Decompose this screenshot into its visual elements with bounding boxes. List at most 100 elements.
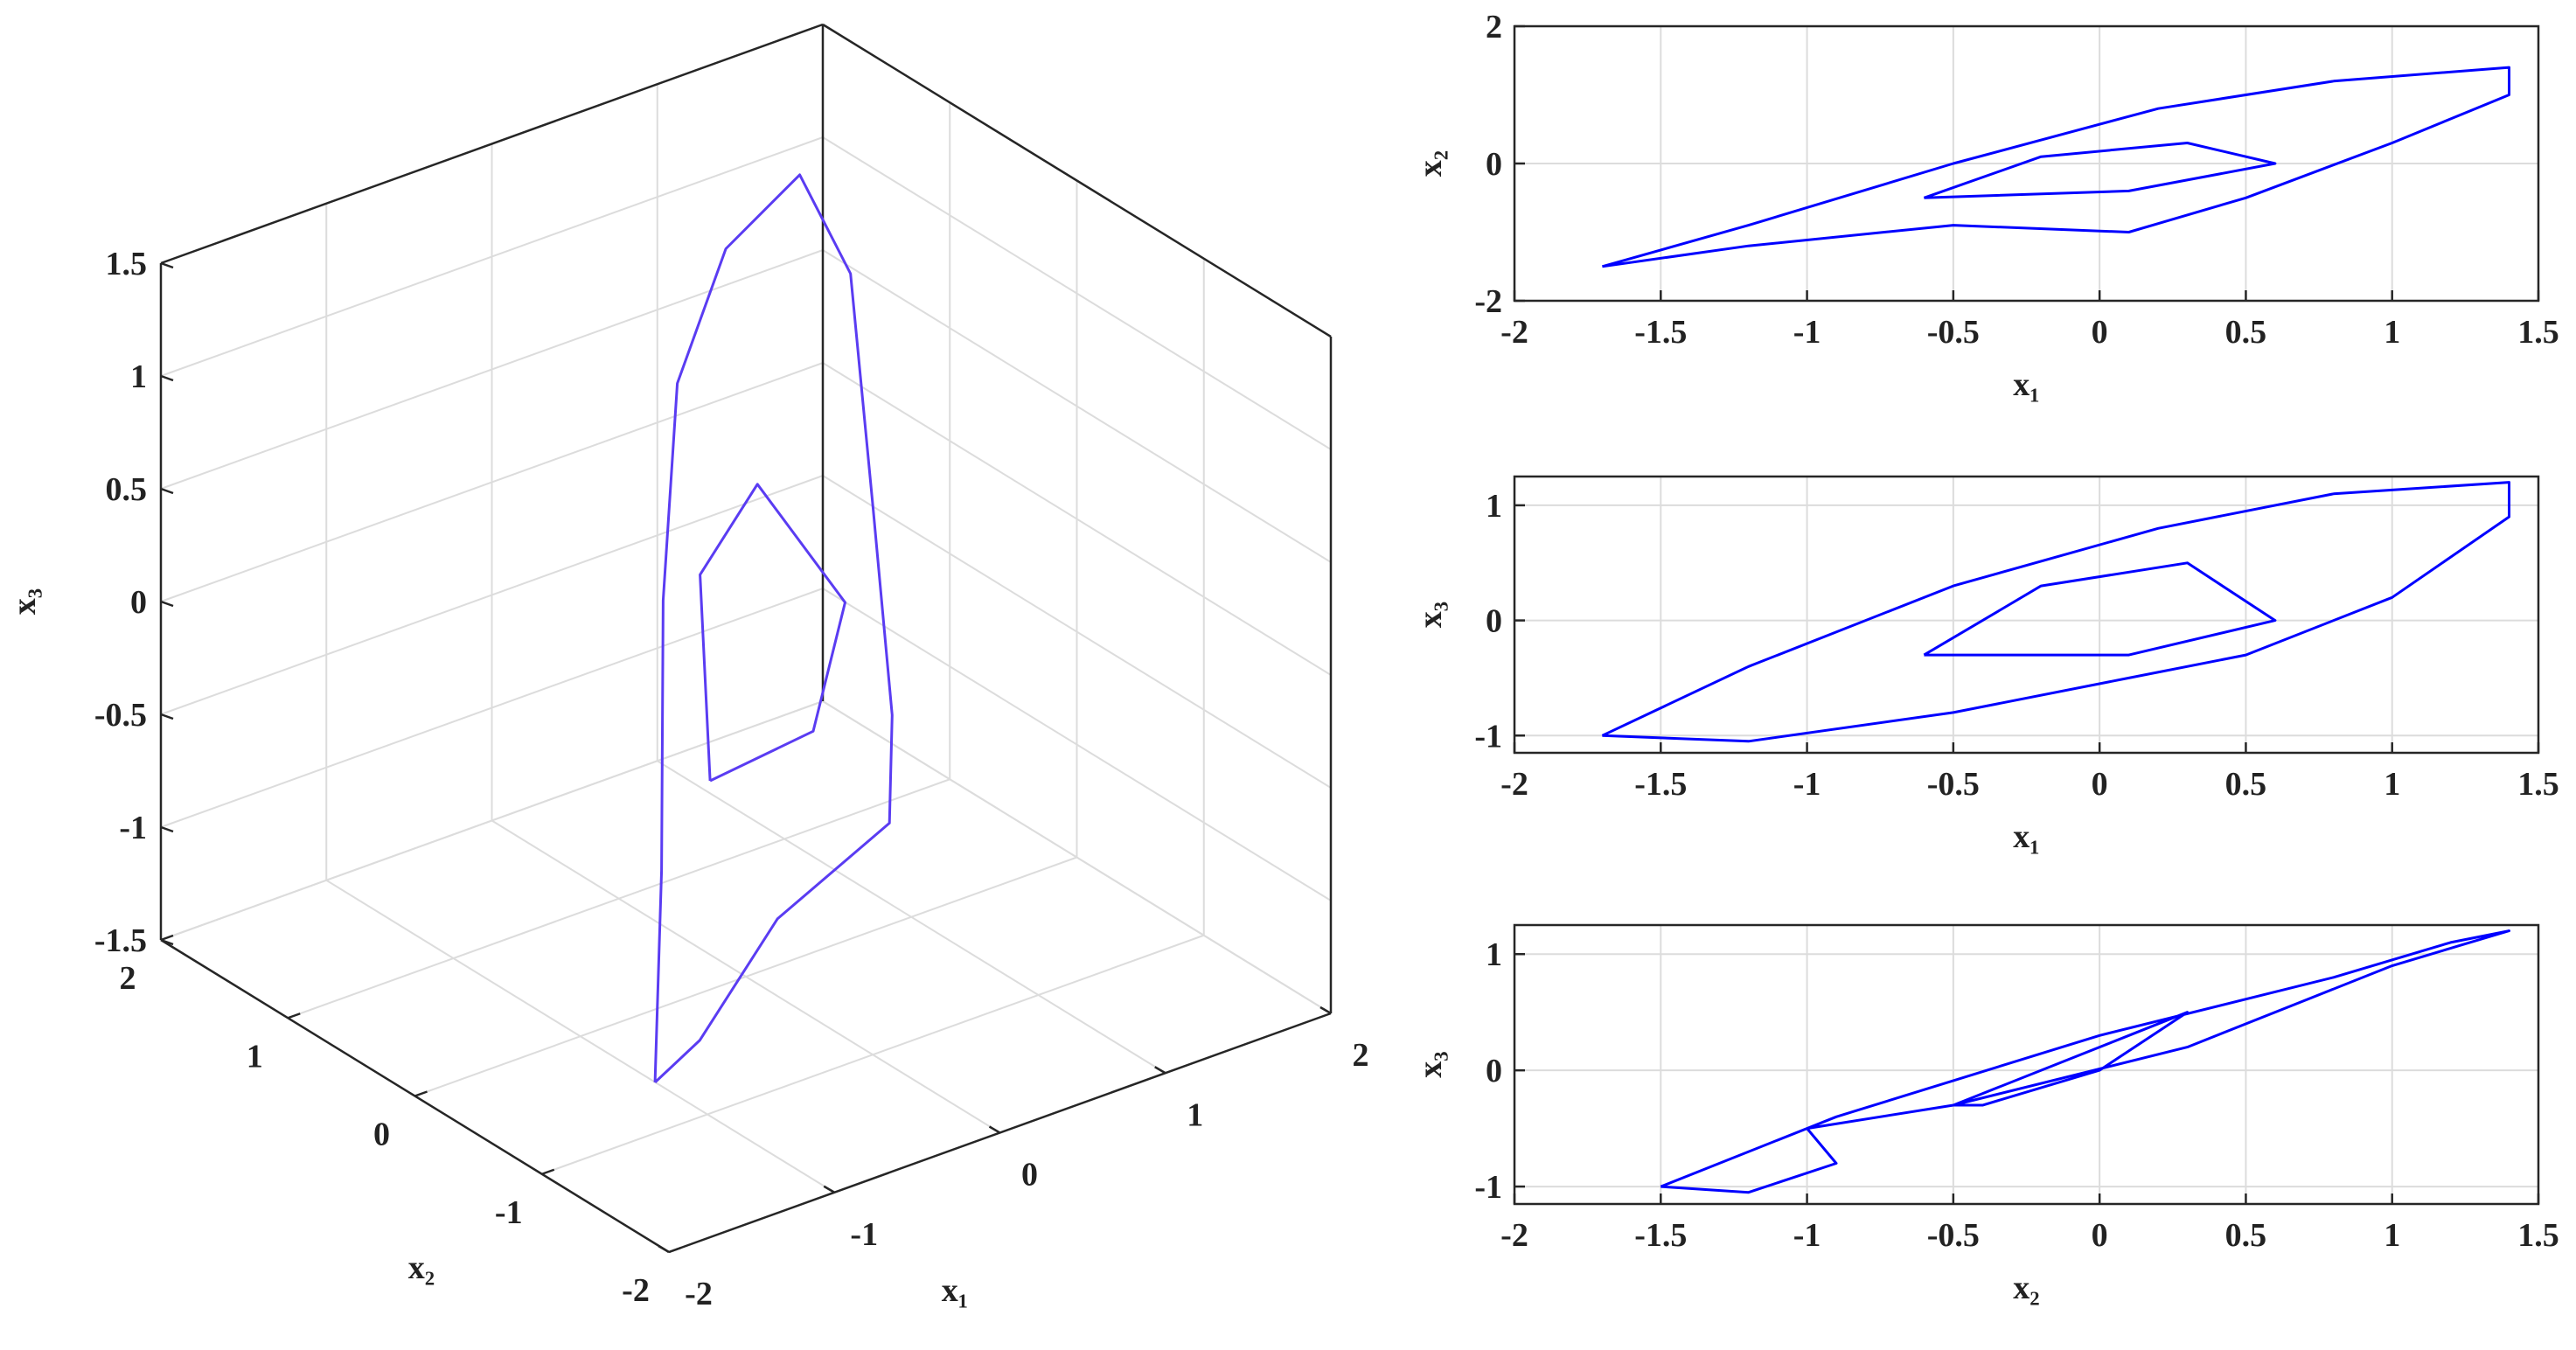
axes-box bbox=[1513, 923, 2540, 1206]
grid-line bbox=[541, 934, 1205, 1175]
grid-line bbox=[160, 362, 824, 602]
z-tick-label: 1 bbox=[130, 358, 147, 395]
x-tick-label: 2 bbox=[1353, 1037, 1369, 1074]
x-tick-label: -0.5 bbox=[1927, 1217, 1980, 1254]
y-tick-label: -1 bbox=[1474, 718, 1502, 755]
axes-box bbox=[1513, 475, 2540, 755]
tick-mark bbox=[988, 1125, 1001, 1134]
tick-mark bbox=[160, 374, 174, 382]
tick-mark bbox=[160, 261, 174, 269]
z-tick-label: 0.5 bbox=[106, 471, 148, 508]
y-axis-label: x₂ bbox=[408, 1249, 435, 1286]
z-axis-label: x₃ bbox=[6, 588, 43, 615]
tick-mark bbox=[1319, 1006, 1332, 1015]
x-tick-label: -1 bbox=[1793, 314, 1821, 351]
y-tick-label: -2 bbox=[622, 1272, 650, 1309]
x-tick-label: 0 bbox=[1021, 1157, 1038, 1193]
x-tick-label: 1.5 bbox=[2517, 766, 2559, 803]
x-tick-label: 1.5 bbox=[2517, 314, 2559, 351]
tick-mark bbox=[160, 938, 174, 946]
x-tick-label: -2 bbox=[1500, 314, 1528, 351]
grid-line bbox=[822, 475, 1332, 789]
x-tick-label: 0 bbox=[2092, 1217, 2108, 1254]
x-tick-label: -1 bbox=[850, 1216, 878, 1253]
y-axis-label: x₃ bbox=[1412, 1051, 1449, 1077]
x-axis-label: x₂ bbox=[2013, 1270, 2039, 1306]
axes-box bbox=[1513, 24, 2540, 303]
tick-mark bbox=[160, 600, 174, 608]
grid-line bbox=[822, 700, 1332, 1014]
trajectory bbox=[1601, 66, 2510, 268]
grid-line bbox=[287, 778, 950, 1019]
tick-mark bbox=[414, 1090, 428, 1097]
x-axis-label: x₁ bbox=[2013, 818, 2039, 855]
x-tick-label: 1 bbox=[2384, 314, 2400, 351]
x-tick-label: 1 bbox=[2384, 766, 2400, 803]
tick-mark bbox=[287, 1012, 301, 1019]
y-tick-label: 0 bbox=[373, 1117, 390, 1153]
y-tick-label: 1 bbox=[247, 1038, 263, 1075]
y-tick-label: 0 bbox=[1486, 1053, 1502, 1089]
y-axis-label: x₂ bbox=[1412, 150, 1449, 177]
grid-line bbox=[414, 856, 1077, 1097]
x-tick-label: -1.5 bbox=[1634, 1217, 1687, 1254]
grid-line bbox=[822, 362, 1332, 676]
tick-mark bbox=[1154, 1066, 1166, 1075]
y-tick-label: 1 bbox=[1486, 936, 1502, 973]
y-tick-label: 0 bbox=[1486, 603, 1502, 640]
x-tick-label: -0.5 bbox=[1927, 766, 1980, 803]
grid-line bbox=[822, 249, 1332, 563]
x-tick-label: 0.5 bbox=[2225, 766, 2267, 803]
grid-line bbox=[160, 136, 824, 377]
x-tick-label: -1 bbox=[1793, 1217, 1821, 1254]
z-tick-label: 1.5 bbox=[106, 246, 148, 282]
y-tick-label: -2 bbox=[1474, 283, 1502, 320]
z-tick-label: -1.5 bbox=[94, 922, 147, 959]
x-tick-label: 0 bbox=[2092, 314, 2108, 351]
grid-line bbox=[160, 588, 824, 828]
y-axis-label: x₃ bbox=[1412, 602, 1449, 628]
x-tick-label: -1.5 bbox=[1634, 766, 1687, 803]
x-tick-label: 1 bbox=[1187, 1096, 1203, 1133]
y-tick-label: 0 bbox=[1486, 146, 1502, 183]
trajectory bbox=[653, 173, 894, 1083]
grid-line bbox=[160, 249, 824, 490]
x-tick-label: -1 bbox=[1793, 766, 1821, 803]
y-tick-label: -1 bbox=[1474, 1169, 1502, 1206]
tick-mark bbox=[668, 1246, 682, 1254]
tick-mark bbox=[658, 1244, 670, 1254]
tick-mark bbox=[160, 487, 174, 495]
x-tick-label: 1.5 bbox=[2517, 1217, 2559, 1254]
grid-line bbox=[160, 475, 824, 715]
grid-line bbox=[160, 700, 824, 941]
axis-line bbox=[822, 23, 1332, 338]
x-tick-label: 0 bbox=[2092, 766, 2108, 803]
y-tick-label: 2 bbox=[1486, 9, 1502, 45]
y-tick-label: 1 bbox=[1486, 488, 1502, 525]
x-tick-label: 0.5 bbox=[2225, 314, 2267, 351]
y-tick-label: 2 bbox=[120, 960, 136, 997]
tick-mark bbox=[823, 1185, 835, 1193]
x-tick-label: 0.5 bbox=[2225, 1217, 2267, 1254]
tick-mark bbox=[541, 1168, 555, 1175]
x-axis-label: x₁ bbox=[2013, 366, 2039, 403]
grid-line bbox=[822, 588, 1332, 901]
axis-line bbox=[160, 23, 824, 265]
y-tick-label: -1 bbox=[495, 1194, 523, 1231]
z-tick-label: 0 bbox=[130, 584, 147, 621]
x-tick-label: -0.5 bbox=[1927, 314, 1980, 351]
z-tick-label: -0.5 bbox=[94, 697, 147, 734]
x-tick-label: -2 bbox=[1500, 766, 1528, 803]
trajectory bbox=[1601, 481, 2510, 743]
tick-mark bbox=[160, 713, 174, 720]
tick-mark bbox=[160, 825, 174, 833]
x-tick-label: 1 bbox=[2384, 1217, 2400, 1254]
trajectory bbox=[1660, 929, 2510, 1194]
x-tick-label: -1.5 bbox=[1634, 314, 1687, 351]
x-axis-label: x₁ bbox=[942, 1272, 968, 1309]
tick-mark bbox=[160, 934, 174, 942]
z-tick-label: -1 bbox=[119, 810, 147, 846]
x-tick-label: -2 bbox=[685, 1276, 713, 1312]
grid-line bbox=[822, 136, 1332, 450]
